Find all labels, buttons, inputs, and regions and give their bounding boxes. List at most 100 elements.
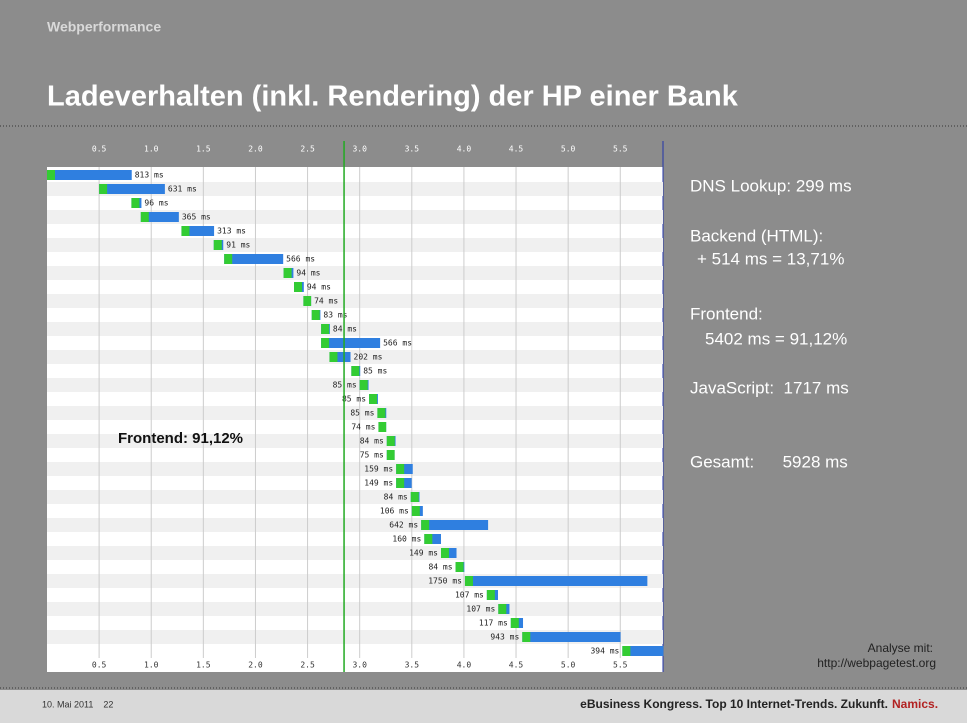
bar-lead <box>622 646 631 656</box>
row-stripe <box>47 266 663 280</box>
x-tick-label: 5.0 <box>561 661 576 670</box>
x-tick-label: 3.5 <box>405 145 420 154</box>
bar-label: 74 ms <box>314 297 338 306</box>
bar-lead <box>294 282 303 292</box>
bar-lead <box>47 170 55 180</box>
bar <box>622 646 664 656</box>
axis-band <box>47 658 663 672</box>
bar-label: 84 ms <box>360 437 384 446</box>
bar-label: 943 ms <box>490 633 519 642</box>
bar-label: 107 ms <box>455 591 484 600</box>
bar-label: 96 ms <box>144 199 168 208</box>
bar-lead <box>424 534 433 544</box>
row-stripe <box>47 434 663 448</box>
row-stripe <box>47 546 663 560</box>
bar-label: 94 ms <box>296 269 320 278</box>
bar-lead <box>498 604 507 614</box>
bar-label: 159 ms <box>364 465 393 474</box>
bar-label: 91 ms <box>226 241 250 250</box>
row-stripe <box>47 490 663 504</box>
section: Webperformance <box>47 19 161 35</box>
row-stripe <box>47 294 663 308</box>
footer-bar <box>0 690 967 723</box>
x-tick-label: 1.5 <box>196 661 211 670</box>
bar-lead <box>213 240 222 250</box>
bar-label: 160 ms <box>392 535 421 544</box>
bar-label: 1750 ms <box>428 577 462 586</box>
bar-label: 313 ms <box>217 227 246 236</box>
bar-label: 75 ms <box>360 451 384 460</box>
note: 5402 ms = 91,12% <box>705 329 847 348</box>
x-tick-label: 3.0 <box>352 145 367 154</box>
bar-label: 84 ms <box>333 325 357 334</box>
bar-lead <box>396 464 405 474</box>
x-tick-label: 1.5 <box>196 145 211 154</box>
bar <box>424 534 441 544</box>
bar <box>396 464 413 474</box>
footer-right: eBusiness Kongress. Top 10 Internet-Tren… <box>580 697 888 711</box>
x-tick-label: 5.5 <box>613 145 628 154</box>
bar <box>47 170 132 180</box>
bar-lead <box>321 324 330 334</box>
bar-label: 85 ms <box>342 395 366 404</box>
footer-left: 10. Mai 2011 22 <box>42 699 113 709</box>
note: DNS Lookup: 299 ms <box>690 176 852 195</box>
source: http://webpagetest.org <box>817 656 936 670</box>
x-tick-label: 2.5 <box>300 145 315 154</box>
bar-lead <box>369 394 378 404</box>
bar-lead <box>386 436 395 446</box>
waterfall: 0.5 0.5 1.0 1.0 1.5 1.5 2.0 2.0 2.5 2.5 3.0 3.0 3.5 3… <box>47 141 664 672</box>
bar <box>464 576 648 586</box>
bar-lead <box>522 632 531 642</box>
x-tick-label: 2.5 <box>300 661 315 670</box>
bar-lead <box>224 254 233 264</box>
note: + 514 ms = 13,71% <box>697 249 844 268</box>
row-stripe <box>47 322 663 336</box>
row-stripe <box>47 602 663 616</box>
bar <box>224 254 284 264</box>
bar-label: 106 ms <box>380 507 409 516</box>
bar-lead <box>396 478 405 488</box>
bar <box>522 632 621 642</box>
bar-label: 642 ms <box>389 521 418 530</box>
bar-label: 149 ms <box>409 549 438 558</box>
x-tick-label: 5.0 <box>561 145 576 154</box>
x-tick-label: 2.0 <box>248 145 263 154</box>
bar-label: 74 ms <box>351 423 375 432</box>
bar-lead <box>303 296 312 306</box>
note: JavaScript: 1717 ms <box>690 378 849 397</box>
bar-lead <box>181 226 190 236</box>
bar-lead <box>455 562 464 572</box>
bar-lead <box>131 198 140 208</box>
row-stripe <box>47 406 663 420</box>
bar-lead <box>99 184 108 194</box>
bar-label: 84 ms <box>428 563 452 572</box>
bar-label: 84 ms <box>384 493 408 502</box>
x-tick-label: 1.0 <box>144 661 159 670</box>
row-stripe <box>47 462 663 476</box>
bar-label: 94 ms <box>307 283 331 292</box>
bar-lead <box>329 352 338 362</box>
bar-lead <box>410 492 419 502</box>
row-stripe <box>47 350 663 364</box>
footer-brand: Namics. <box>892 697 938 711</box>
x-tick-label: 4.0 <box>457 661 472 670</box>
bar-lead <box>421 520 430 530</box>
axis-band <box>47 141 663 167</box>
bar-label: 85 ms <box>363 367 387 376</box>
bar-label: 149 ms <box>364 479 393 488</box>
bar-label: 202 ms <box>354 353 383 362</box>
note: Backend (HTML): <box>690 226 823 245</box>
x-tick-label: 0.5 <box>92 145 107 154</box>
x-tick-label: 4.5 <box>509 145 524 154</box>
row-stripe <box>47 182 663 196</box>
bar-lead <box>311 310 320 320</box>
bar <box>99 184 165 194</box>
bar-lead <box>411 506 420 516</box>
bar-lead <box>359 380 368 390</box>
bar <box>321 338 381 348</box>
bar-lead <box>386 450 395 460</box>
bar-label: 365 ms <box>182 213 211 222</box>
bar-lead <box>510 618 519 628</box>
